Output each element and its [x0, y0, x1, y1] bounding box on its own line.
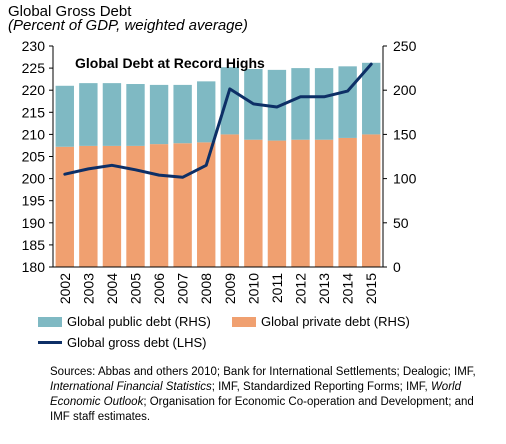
bar-private-2015 [362, 134, 381, 267]
x-tick-label-2004: 2004 [104, 273, 120, 304]
right-tick-label-50: 50 [393, 215, 409, 231]
bar-private-2013 [314, 139, 334, 267]
left-tick-label-225: 225 [22, 60, 46, 76]
left-tick-label-215: 215 [22, 104, 46, 120]
right-tick-label-200: 200 [393, 82, 417, 98]
legend-item-private: Global private debt (RHS) [232, 314, 410, 329]
left-tick-label-190: 190 [22, 215, 46, 231]
bar-public-2011 [267, 69, 287, 141]
bar-private-2009 [220, 134, 239, 267]
bar-public-2004 [102, 83, 122, 146]
x-tick-label-2002: 2002 [57, 273, 73, 304]
bar-public-2012 [291, 68, 310, 140]
legend-label-gross: Global gross debt (LHS) [67, 335, 207, 350]
legend-label-public: Global public debt (RHS) [67, 314, 211, 329]
x-tick-label-2011: 2011 [269, 273, 285, 303]
left-tick-label-200: 200 [22, 171, 46, 187]
sources-weo: World Economic Outlook [50, 381, 461, 408]
bar-public-2007 [173, 84, 192, 144]
x-tick-label-2010: 2010 [245, 273, 261, 304]
left-tick-label-205: 205 [22, 149, 46, 165]
left-tick-label-180: 180 [22, 259, 46, 275]
line-group [63, 62, 373, 179]
x-tick-label-2012: 2012 [293, 273, 309, 304]
legend-swatch-public [38, 316, 62, 327]
axes-group: 180 185 190 195 200 205 210 215 220 225 230 0 50 100 1… [22, 38, 417, 304]
bar-private-2014 [338, 137, 357, 267]
x-tick-label-2014: 2014 [340, 273, 356, 304]
bars-group [55, 62, 381, 267]
bar-private-2004 [102, 145, 122, 267]
right-tick-label-250: 250 [393, 38, 417, 54]
bar-private-2010 [244, 139, 263, 267]
page-title: Global Gross Debt [8, 3, 132, 20]
bar-private-2005 [126, 145, 145, 267]
bar-private-2012 [291, 139, 310, 267]
x-tick-label-2006: 2006 [151, 273, 167, 304]
bar-public-2006 [149, 84, 169, 145]
gross-debt-line [63, 62, 373, 179]
right-tick-label-150: 150 [393, 126, 417, 142]
bar-public-2005 [126, 84, 145, 146]
right-tick-label-100: 100 [393, 171, 417, 187]
sources-middle: ; IMF, Standardized Reporting Forms; IMF… [211, 381, 431, 393]
bar-public-2008 [197, 81, 216, 143]
x-tick-label-2009: 2009 [222, 273, 238, 304]
left-tick-label-195: 195 [22, 193, 46, 209]
bar-public-2013 [314, 68, 334, 140]
x-tick-label-2013: 2013 [316, 273, 332, 304]
page-subtitle: (Percent of GDP, weighted average) [8, 17, 248, 34]
bar-private-2003 [79, 145, 98, 267]
x-tick-label-2008: 2008 [198, 273, 214, 304]
legend-item-gross: Global gross debt (LHS) [38, 335, 206, 350]
bar-public-2014 [338, 66, 357, 138]
sources-prefix: Sources: Abbas and others 2010; Bank for… [50, 366, 476, 378]
sources-suffix: ; Organisation for Economic Co-operation… [50, 396, 474, 423]
legend-label-private: Global private debt (RHS) [261, 314, 410, 329]
sources-ifs: International Financial Statistics [50, 381, 212, 393]
bar-private-2007 [173, 143, 192, 267]
bar-public-2009 [220, 67, 239, 135]
x-tick-label-2007: 2007 [175, 273, 191, 304]
bar-public-2003 [79, 83, 98, 146]
right-tick-label-0: 0 [393, 259, 401, 275]
legend-swatch-gross [38, 341, 62, 344]
chart-title: Global Debt at Record Highs [75, 55, 265, 71]
x-tick-label-2015: 2015 [363, 273, 379, 304]
x-tick-label-2003: 2003 [80, 273, 96, 304]
legend-item-public: Global public debt (RHS) [38, 314, 211, 329]
left-tick-label-210: 210 [22, 126, 46, 142]
bar-private-2011 [267, 140, 287, 267]
bar-private-2006 [149, 144, 169, 267]
legend-swatch-private [232, 316, 256, 327]
left-tick-label-230: 230 [22, 38, 46, 54]
bar-private-2002 [55, 146, 74, 267]
sources-note: Sources: Abbas and others 2010; Bank for… [50, 365, 490, 425]
bar-private-2008 [197, 142, 216, 267]
left-tick-label-220: 220 [22, 82, 46, 98]
x-tick-label-2005: 2005 [128, 273, 144, 304]
left-tick-label-185: 185 [22, 237, 46, 253]
bar-public-2002 [55, 85, 74, 147]
bar-public-2015 [362, 62, 381, 135]
